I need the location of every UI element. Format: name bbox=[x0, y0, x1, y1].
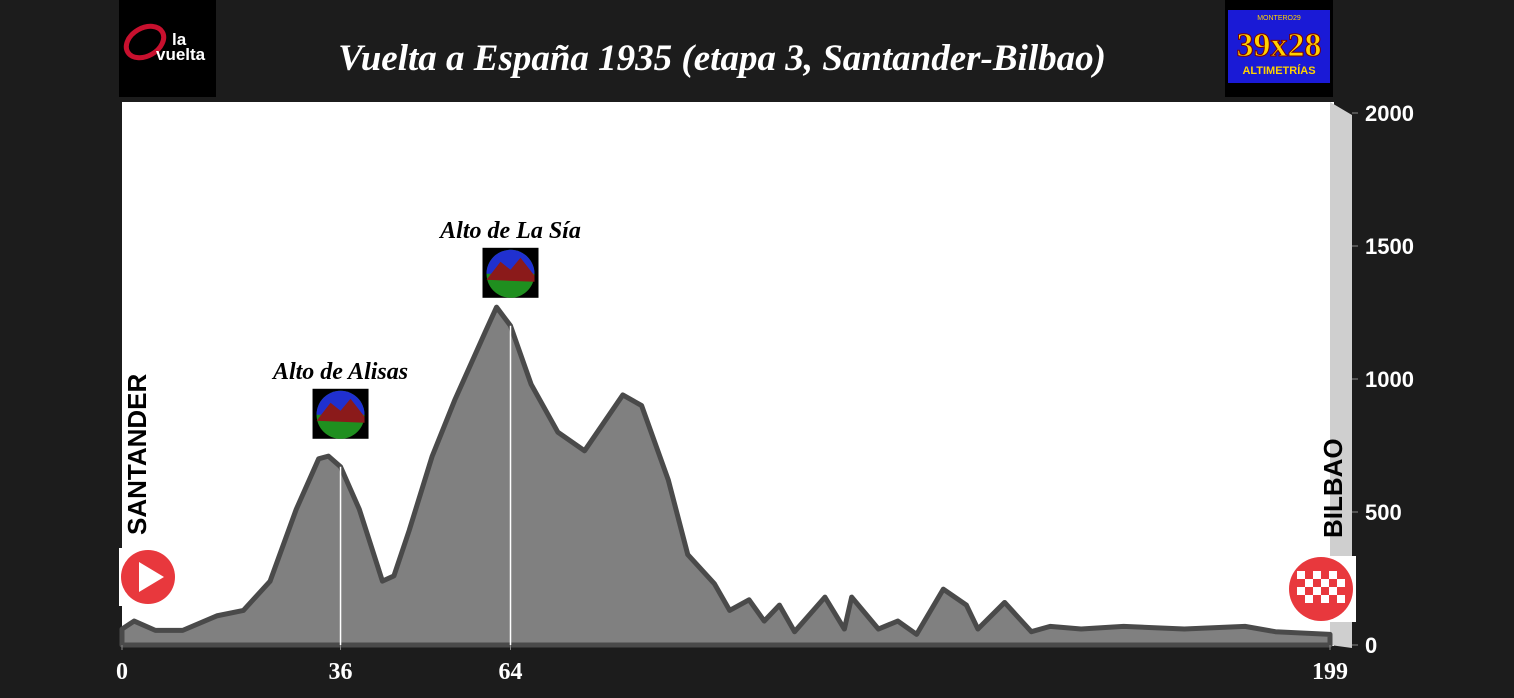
annotation: Alto de La Sía bbox=[438, 218, 581, 244]
plot-side bbox=[1330, 102, 1352, 648]
x-tick-label: 36 bbox=[329, 659, 353, 685]
x-tick-label: 64 bbox=[499, 659, 523, 685]
x-tick-label: 0 bbox=[116, 659, 128, 685]
finish-label: BILBAO bbox=[1318, 438, 1348, 538]
logo-text: ALTIMETRÍAS bbox=[1242, 64, 1315, 77]
climb-icon-mountain bbox=[316, 398, 365, 423]
y-tick-label: 1500 bbox=[1365, 234, 1414, 259]
finish-icon-checks bbox=[1297, 571, 1345, 603]
climb-icon-mountain bbox=[486, 257, 535, 282]
logo-right-bg bbox=[1228, 10, 1330, 83]
y-tick-label: 0 bbox=[1365, 633, 1377, 658]
chart-title: Vuelta a España 1935 (etapa 3, Santander… bbox=[338, 38, 1106, 79]
profile-area bbox=[119, 304, 1333, 648]
logo-swoosh bbox=[123, 23, 167, 61]
logo-text: vuelta bbox=[156, 45, 206, 64]
annotation: Alto de Alisas bbox=[271, 359, 408, 385]
plot bbox=[119, 304, 1333, 648]
logo-text: MONTERO29 bbox=[1257, 15, 1301, 22]
x-tick-label: 199 bbox=[1312, 659, 1348, 685]
y-tick-label: 1000 bbox=[1365, 367, 1414, 392]
logo-left bbox=[119, 0, 216, 97]
start-label: SANTANDER bbox=[122, 373, 152, 535]
logo-text: la bbox=[172, 30, 187, 49]
start-icon-arrow bbox=[139, 562, 164, 592]
logo-text: 39x28 bbox=[1237, 27, 1322, 64]
y-tick-label: 500 bbox=[1365, 500, 1402, 525]
y-tick-label: 2000 bbox=[1365, 101, 1414, 126]
